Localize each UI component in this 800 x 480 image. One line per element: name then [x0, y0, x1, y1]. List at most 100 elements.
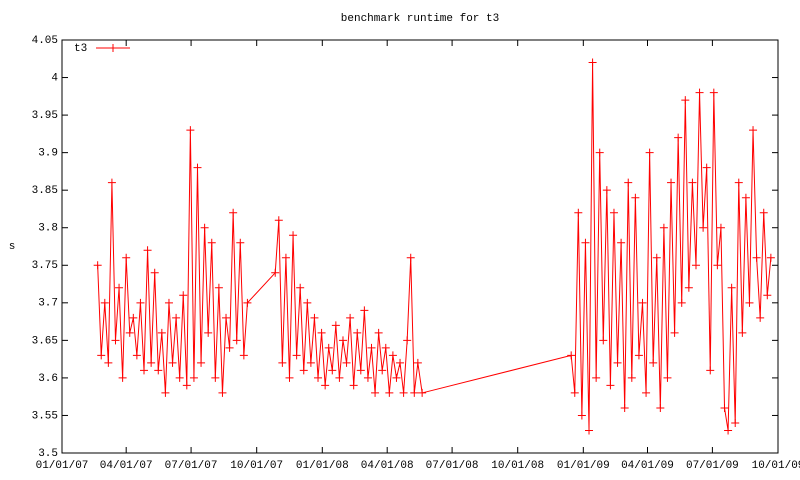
point-marker — [681, 96, 690, 105]
point-marker — [741, 193, 750, 202]
point-marker — [182, 381, 191, 390]
y-tick-label: 3.6 — [38, 373, 58, 385]
point-marker — [150, 268, 159, 277]
y-tick-label: 3.9 — [38, 148, 58, 160]
point-marker — [595, 148, 604, 157]
point-marker — [759, 208, 768, 217]
point-marker — [388, 351, 397, 360]
point-marker — [132, 351, 141, 360]
point-marker — [674, 133, 683, 142]
point-marker — [122, 253, 131, 262]
point-marker — [634, 351, 643, 360]
point-marker — [281, 253, 290, 262]
y-tick-label: 3.75 — [32, 260, 58, 272]
point-marker — [204, 328, 213, 337]
point-marker — [702, 163, 711, 172]
point-marker — [97, 351, 106, 360]
point-marker — [381, 343, 390, 352]
point-marker — [731, 418, 740, 427]
point-marker — [179, 291, 188, 300]
point-marker — [418, 388, 427, 397]
y-axis-label: s — [9, 241, 16, 253]
point-marker — [699, 223, 708, 232]
point-marker — [706, 366, 715, 375]
point-marker — [346, 313, 355, 322]
point-marker — [118, 373, 127, 382]
point-marker — [749, 126, 758, 135]
y-tick-label: 3.55 — [32, 410, 58, 422]
point-marker — [363, 373, 372, 382]
point-marker — [667, 178, 676, 187]
point-marker — [403, 336, 412, 345]
point-marker — [720, 403, 729, 412]
point-marker — [93, 261, 102, 270]
point-marker — [104, 358, 113, 367]
point-marker — [588, 58, 597, 67]
point-marker — [663, 373, 672, 382]
y-tick-label: 3.8 — [38, 223, 58, 235]
point-marker — [107, 178, 116, 187]
x-tick-label: 01/01/09 — [557, 460, 610, 472]
point-marker — [766, 253, 775, 262]
point-marker — [129, 313, 138, 322]
point-marker — [577, 411, 586, 420]
point-marker — [609, 208, 618, 217]
legend-marker — [109, 44, 117, 52]
point-marker — [338, 336, 347, 345]
legend-label: t3 — [74, 43, 87, 55]
point-marker — [656, 403, 665, 412]
point-marker — [724, 426, 733, 435]
point-marker — [125, 328, 134, 337]
point-marker — [645, 148, 654, 157]
point-marker — [684, 283, 693, 292]
y-tick-label: 3.85 — [32, 185, 58, 197]
series-line — [97, 62, 772, 431]
x-tick-label: 07/01/09 — [686, 460, 739, 472]
point-marker — [360, 306, 369, 315]
point-marker — [738, 328, 747, 337]
point-marker — [278, 358, 287, 367]
point-marker — [570, 388, 579, 397]
point-marker — [581, 238, 590, 247]
point-marker — [200, 223, 209, 232]
x-tick-label: 07/01/08 — [426, 460, 479, 472]
point-marker — [296, 283, 305, 292]
point-marker — [642, 388, 651, 397]
point-marker — [756, 313, 765, 322]
x-tick-label: 01/01/08 — [296, 460, 349, 472]
point-marker — [164, 298, 173, 307]
point-marker — [367, 343, 376, 352]
point-marker — [147, 358, 156, 367]
point-marker — [371, 388, 380, 397]
point-marker — [136, 298, 145, 307]
point-marker — [378, 366, 387, 375]
point-marker — [207, 238, 216, 247]
y-tick-label: 3.65 — [32, 335, 58, 347]
point-marker — [649, 358, 658, 367]
point-marker — [353, 328, 362, 337]
point-marker — [399, 388, 408, 397]
y-tick-label: 3.5 — [38, 448, 58, 460]
point-marker — [716, 223, 725, 232]
point-marker — [289, 231, 298, 240]
point-marker — [111, 336, 120, 345]
point-marker — [328, 366, 337, 375]
point-marker — [695, 88, 704, 97]
point-marker — [631, 193, 640, 202]
point-marker — [713, 261, 722, 270]
x-tick-label: 04/01/07 — [100, 460, 153, 472]
chart-title: benchmark runtime for t3 — [341, 13, 499, 25]
point-marker — [299, 366, 308, 375]
point-marker — [406, 253, 415, 262]
point-marker — [154, 366, 163, 375]
point-marker — [292, 351, 301, 360]
point-marker — [189, 373, 198, 382]
point-marker — [396, 358, 405, 367]
x-tick-label: 04/01/09 — [621, 460, 674, 472]
point-marker — [314, 373, 323, 382]
point-marker — [659, 223, 668, 232]
point-marker — [232, 336, 241, 345]
point-marker — [602, 186, 611, 195]
plot-frame — [61, 39, 779, 454]
